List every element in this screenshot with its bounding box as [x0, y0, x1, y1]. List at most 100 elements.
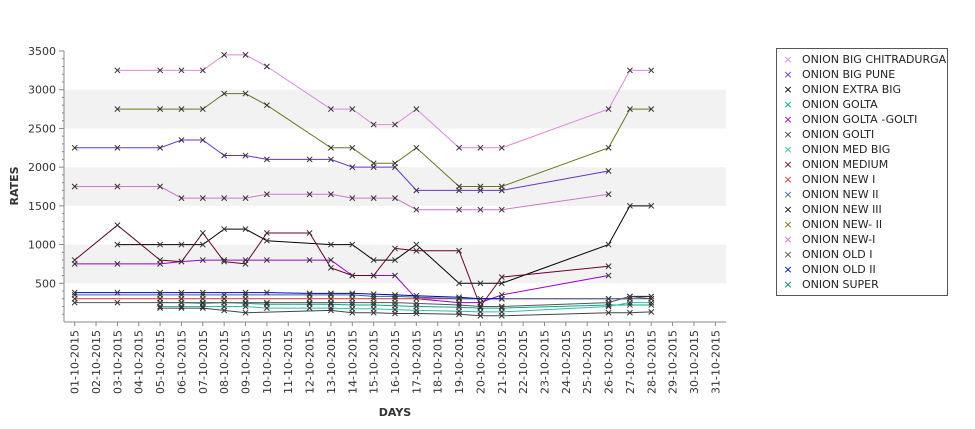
data-point [498, 303, 505, 310]
data-point [263, 63, 270, 70]
legend-item: × ONION SUPER [777, 277, 947, 292]
legend-label: ONION NEW-I [802, 233, 876, 246]
legend-item: × ONION NEW-I [777, 232, 947, 247]
legend-item: × ONION NEW- II [777, 217, 947, 232]
x-tick-label: 29-10-2015 [667, 330, 680, 394]
data-point [626, 309, 633, 316]
data-point [370, 291, 377, 298]
data-point [327, 191, 334, 198]
data-point [306, 291, 313, 298]
data-point [626, 293, 633, 300]
data-point [263, 156, 270, 163]
data-point [392, 195, 398, 202]
data-point [392, 306, 398, 313]
data-point [413, 187, 420, 194]
data-point [498, 183, 505, 190]
series-line [74, 259, 609, 304]
data-point [648, 106, 655, 113]
data-point [306, 299, 313, 306]
data-point [263, 230, 270, 236]
data-point [392, 257, 398, 264]
data-point [605, 272, 612, 279]
data-point [477, 206, 484, 213]
data-point [498, 295, 505, 302]
data-point [199, 241, 206, 248]
legend-item: × ONION GOLTA -GOLTI [777, 112, 947, 127]
series-markers [71, 51, 655, 319]
data-point [349, 144, 356, 151]
data-point [605, 299, 612, 306]
x-tick-label: 06-10-2015 [175, 330, 188, 394]
legend-item: × ONION OLD I [777, 247, 947, 262]
series-line [74, 224, 609, 308]
data-point [242, 291, 249, 298]
legend-item: × ONION GOLTA [777, 97, 947, 112]
data-point [157, 144, 164, 151]
data-point [413, 292, 420, 299]
data-point [370, 257, 377, 264]
x-tick-label: 10-10-2015 [261, 330, 274, 394]
data-point [178, 289, 185, 296]
data-point [242, 309, 249, 316]
data-point [626, 295, 633, 302]
data-point [648, 202, 655, 209]
legend-marker-icon: × [783, 263, 793, 276]
y-tick-label: 2500 [28, 122, 56, 135]
data-point [392, 272, 398, 279]
data-point [626, 202, 633, 209]
x-axis-title: DAYS [379, 406, 412, 419]
data-point [648, 293, 655, 300]
data-point [178, 67, 185, 74]
data-point [413, 241, 420, 248]
series-line [74, 294, 652, 300]
data-point [199, 106, 206, 113]
data-point [242, 152, 249, 159]
data-point [605, 263, 612, 270]
data-point [71, 299, 78, 306]
data-point [242, 90, 249, 97]
legend-label: ONION OLD II [802, 263, 876, 276]
data-point [370, 299, 377, 306]
legend-label: ONION EXTRA BIG [802, 83, 902, 96]
data-point [157, 299, 164, 306]
legend-label: ONION NEW- II [802, 218, 883, 231]
data-point [477, 308, 484, 315]
data-point [327, 257, 334, 264]
data-point [242, 299, 249, 306]
data-point [605, 191, 612, 198]
data-point [178, 291, 185, 298]
data-point [349, 106, 356, 113]
data-point [498, 308, 505, 315]
x-tick-label: 23-10-2015 [538, 330, 551, 394]
x-tick-label: 05-10-2015 [154, 330, 167, 394]
data-point [605, 144, 612, 151]
data-point [199, 67, 206, 74]
legend-label: ONION GOLTA -GOLTI [802, 113, 918, 126]
data-point [199, 299, 206, 306]
data-point [157, 183, 164, 190]
data-point [306, 191, 313, 198]
x-tick-label: 17-10-2015 [410, 330, 423, 394]
x-tick-label: 30-10-2015 [688, 330, 701, 394]
data-point [263, 102, 270, 109]
x-tick-label: 03-10-2015 [111, 330, 124, 394]
grid-bands [64, 89, 726, 284]
data-point [349, 195, 356, 202]
data-point [263, 305, 270, 312]
legend-marker-icon: × [783, 143, 793, 156]
data-point [157, 291, 164, 298]
legend-item: × ONION MED BIG [777, 142, 947, 157]
data-point [178, 299, 185, 306]
series-line [117, 54, 652, 149]
data-point [242, 195, 249, 202]
y-axis-ticks: 500 1000 1500 2000 2500 3000 3500 [28, 45, 64, 315]
legend-marker-icon: × [783, 233, 793, 246]
data-point [221, 226, 228, 233]
data-point [413, 144, 420, 151]
legend-label: ONION MED BIG [802, 143, 891, 156]
x-tick-label: 28-10-2015 [645, 330, 658, 394]
data-point [327, 264, 334, 271]
legend-label: ONION MEDIUM [802, 158, 889, 171]
data-point [413, 247, 420, 254]
data-point [327, 241, 334, 248]
